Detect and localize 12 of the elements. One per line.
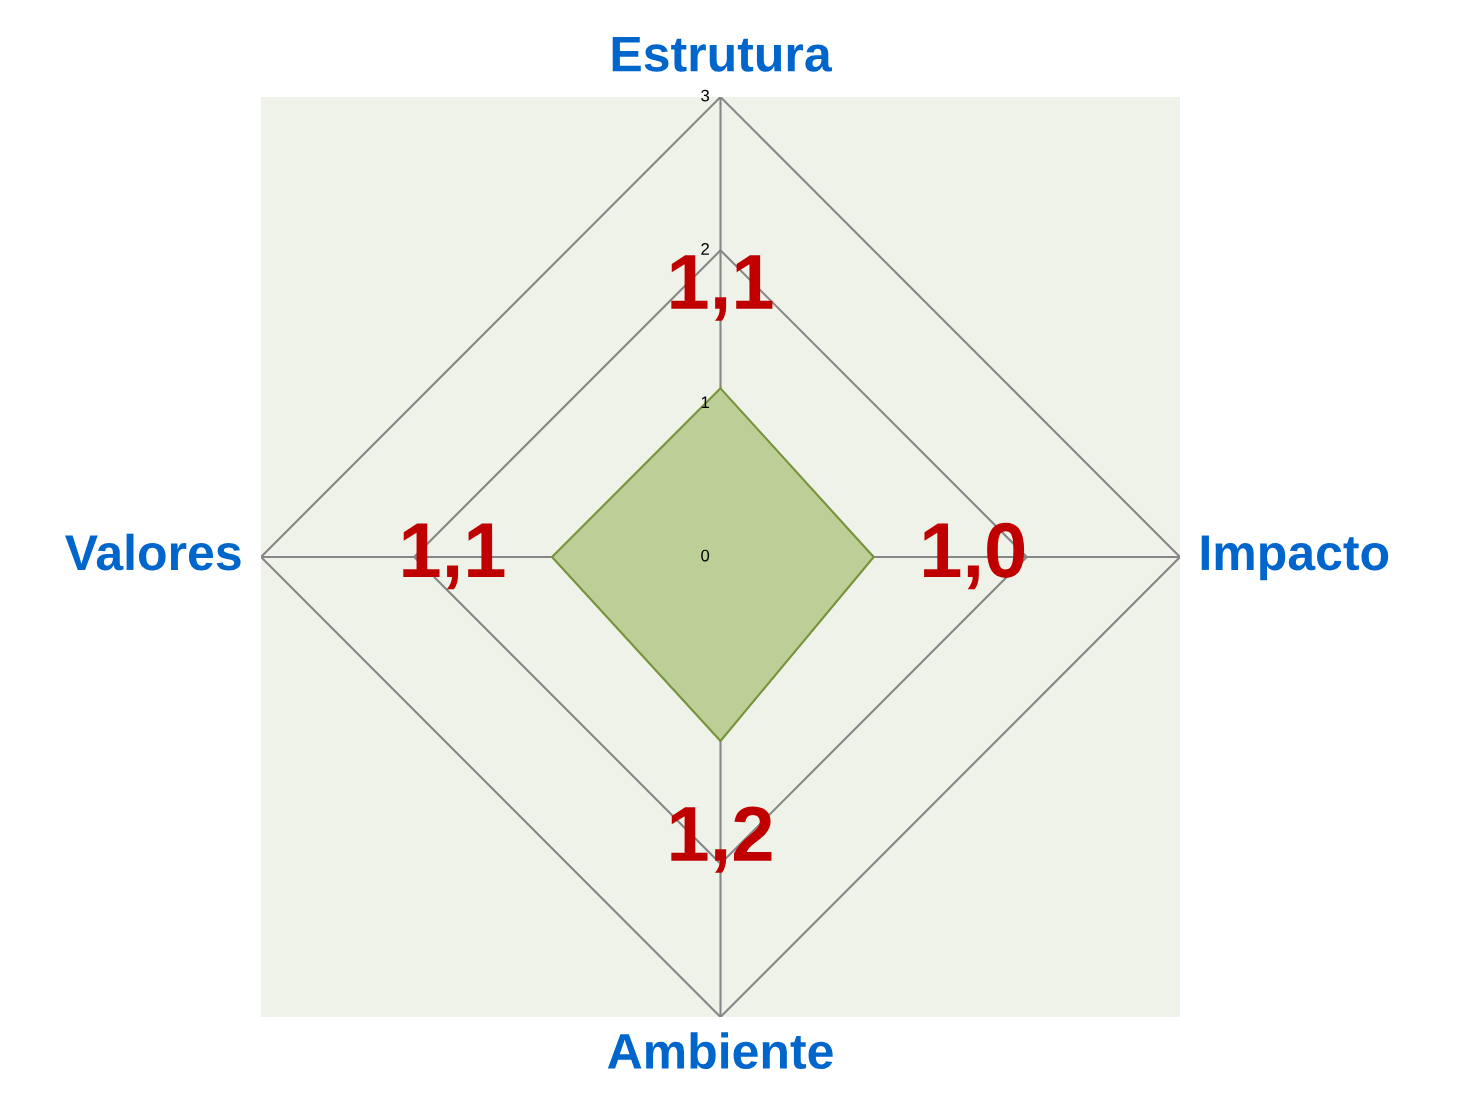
- y-tick-label: 3: [701, 89, 710, 102]
- spoke-label: Impacto: [1201, 535, 1389, 581]
- data-label: 1,0: [924, 522, 1025, 590]
- data-label: 1,1: [403, 523, 505, 590]
- y-tick-label: 0: [701, 549, 710, 562]
- spoke-label: Ambiente: [607, 1032, 833, 1070]
- data-label: 1,1: [671, 255, 773, 321]
- y-tick-label: 1: [701, 396, 709, 408]
- data-label: 1,2: [671, 806, 772, 873]
- spoke-label: Valores: [65, 533, 241, 571]
- spoke-label: Estrutura: [612, 36, 832, 72]
- y-tick-label: 2: [701, 243, 709, 255]
